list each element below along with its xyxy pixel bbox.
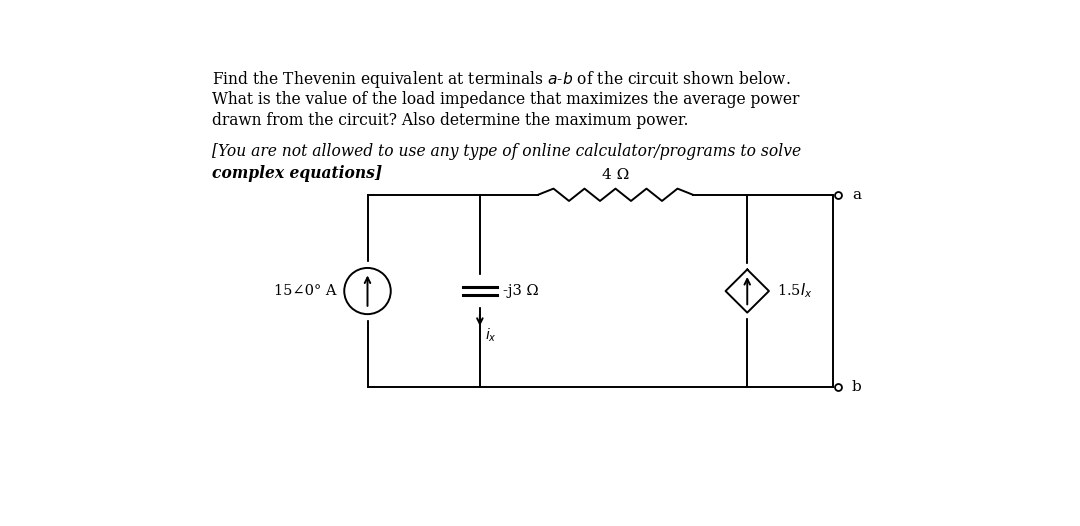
Text: drawn from the circuit? Also determine the maximum power.: drawn from the circuit? Also determine t… <box>213 113 689 129</box>
Text: complex equations]: complex equations] <box>213 165 382 182</box>
Text: 4 Ω: 4 Ω <box>602 168 630 181</box>
Text: Find the Thevenin equivalent at terminals $a$-$b$ of the circuit shown below.: Find the Thevenin equivalent at terminal… <box>213 69 791 90</box>
Text: b: b <box>852 380 862 394</box>
Text: 15∠0° A: 15∠0° A <box>274 284 337 298</box>
Text: 1.5$I_x$: 1.5$I_x$ <box>777 282 812 300</box>
Text: [You are not allowed to use any type of online calculator/programs to solve: [You are not allowed to use any type of … <box>213 143 801 160</box>
Text: a: a <box>852 188 861 202</box>
Text: What is the value of the load impedance that maximizes the average power: What is the value of the load impedance … <box>213 91 800 108</box>
Text: $i_x$: $i_x$ <box>485 327 497 344</box>
Text: -j3 Ω: -j3 Ω <box>503 284 539 298</box>
